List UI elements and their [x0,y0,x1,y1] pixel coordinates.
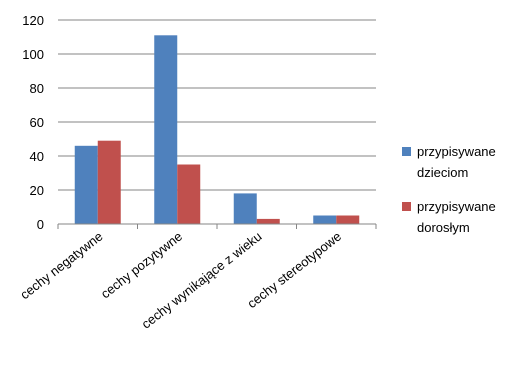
bar-doroslym [336,215,360,224]
x-tick-label: cechy pozytywne [98,229,185,302]
bars [74,35,360,224]
legend-swatch [402,202,411,211]
x-axis [57,223,377,229]
y-tick-label: 0 [37,217,44,232]
bar-dzieciom [313,215,337,224]
legend: przypisywane dzieciom przypisywane dorosłym [402,144,496,235]
y-tick-label: 80 [30,81,44,96]
legend-label: dzieciom [417,165,468,180]
legend-label: przypisywane [417,199,496,214]
bar-dzieciom [233,193,257,224]
y-tick-label: 20 [30,183,44,198]
bar-dzieciom [154,35,178,224]
legend-label: dorosłym [417,220,470,235]
y-axis-ticks: 0 20 40 60 80 100 120 [22,13,44,232]
y-tick-label: 60 [30,115,44,130]
y-tick-label: 40 [30,149,44,164]
bar-doroslym [97,140,121,224]
bar-doroslym [177,164,201,224]
bar-dzieciom [74,145,98,224]
y-tick-label: 120 [22,13,44,28]
legend-label: przypisywane [417,144,496,159]
y-tick-label: 100 [22,47,44,62]
bar-doroslym [256,218,280,224]
legend-swatch [402,147,411,156]
x-tick-label: cechy negatywne [17,229,105,303]
